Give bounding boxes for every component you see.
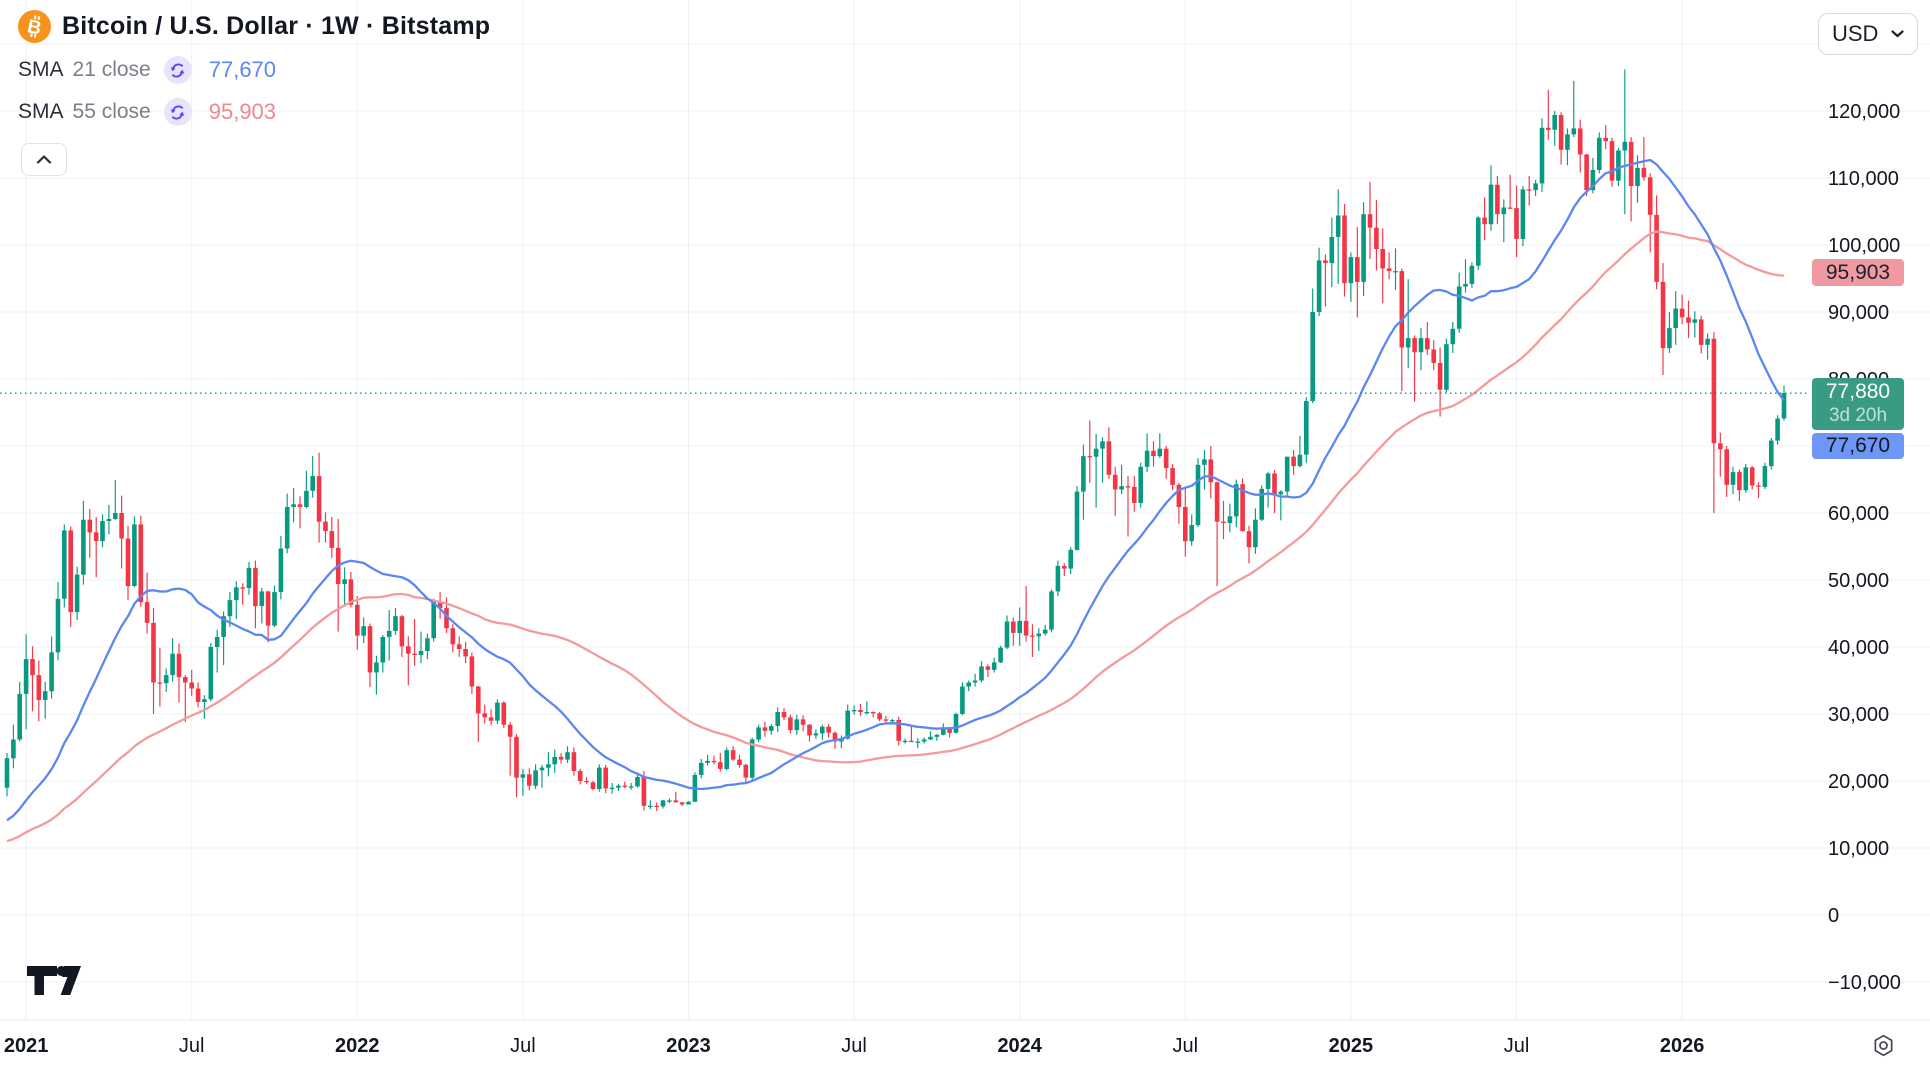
price-tag-sma21-value: 77,670 xyxy=(1825,434,1891,457)
time-axis[interactable] xyxy=(0,1020,1930,1069)
indicator-params: 21 close xyxy=(72,58,151,81)
svg-text:2025: 2025 xyxy=(1329,1035,1374,1057)
sync-icon[interactable] xyxy=(163,56,192,84)
svg-text:30,000: 30,000 xyxy=(1828,704,1889,726)
svg-text:Jul: Jul xyxy=(179,1035,205,1057)
sync-icon[interactable] xyxy=(163,98,192,126)
svg-text:2023: 2023 xyxy=(666,1035,711,1057)
sma21-value: 77,670 xyxy=(208,57,277,82)
price-tag-current-value: 77,880 xyxy=(1825,380,1891,403)
svg-text:120,000: 120,000 xyxy=(1828,101,1900,123)
currency-selector[interactable]: USD xyxy=(1818,13,1918,55)
currency-label: USD xyxy=(1832,21,1879,46)
indicator-name: SMA xyxy=(18,100,64,123)
tradingview-logo[interactable] xyxy=(27,966,81,998)
svg-text:10,000: 10,000 xyxy=(1828,838,1889,860)
price-tag-sma55-value: 95,903 xyxy=(1825,261,1891,284)
indicator-name: SMA xyxy=(18,58,64,81)
svg-text:2022: 2022 xyxy=(335,1035,380,1057)
svg-text:2021: 2021 xyxy=(4,1035,49,1057)
chevron-down-icon xyxy=(1891,30,1904,38)
bar-countdown: 3d 20h xyxy=(1828,405,1888,426)
gear-icon xyxy=(1874,1034,1892,1056)
svg-text:100,000: 100,000 xyxy=(1828,235,1900,257)
svg-text:Jul: Jul xyxy=(841,1035,867,1057)
svg-text:B: B xyxy=(25,16,43,39)
collapse-legend-button[interactable] xyxy=(21,143,67,176)
price-tag-current: 77,880 3d 20h xyxy=(1812,378,1904,430)
bitcoin-icon: B xyxy=(18,10,51,43)
symbol-title-row[interactable]: B Bitcoin / U.S. Dollar · 1W · Bitstamp xyxy=(18,10,490,43)
price-axis[interactable] xyxy=(1812,0,1930,1020)
svg-text:Jul: Jul xyxy=(510,1035,536,1057)
svg-text:20,000: 20,000 xyxy=(1828,771,1889,793)
svg-text:2024: 2024 xyxy=(997,1035,1042,1057)
sma55-value: 95,903 xyxy=(208,99,277,124)
svg-text:2026: 2026 xyxy=(1660,1035,1705,1057)
time-axis-settings-button[interactable] xyxy=(1869,1031,1897,1059)
indicator-row-sma21[interactable]: SMA 21 close 77,670 xyxy=(18,55,490,85)
svg-text:110,000: 110,000 xyxy=(1828,168,1899,190)
svg-text:−10,000: −10,000 xyxy=(1828,972,1901,994)
price-tag-sma21: 77,670 xyxy=(1812,433,1904,459)
price-tag-sma55: 95,903 xyxy=(1812,259,1904,286)
svg-text:0: 0 xyxy=(1828,905,1839,927)
svg-text:60,000: 60,000 xyxy=(1828,503,1889,525)
svg-text:40,000: 40,000 xyxy=(1828,637,1889,659)
svg-text:Jul: Jul xyxy=(1173,1035,1199,1057)
indicator-params: 55 close xyxy=(72,100,151,123)
symbol-title: Bitcoin / U.S. Dollar · 1W · Bitstamp xyxy=(62,12,491,40)
svg-text:90,000: 90,000 xyxy=(1828,302,1889,324)
chevron-up-icon xyxy=(36,155,52,164)
svg-text:Jul: Jul xyxy=(1504,1035,1530,1057)
svg-text:50,000: 50,000 xyxy=(1828,570,1889,592)
indicator-row-sma55[interactable]: SMA 55 close 95,903 xyxy=(18,97,490,127)
symbol-legend: B Bitcoin / U.S. Dollar · 1W · Bitstamp … xyxy=(18,10,490,176)
